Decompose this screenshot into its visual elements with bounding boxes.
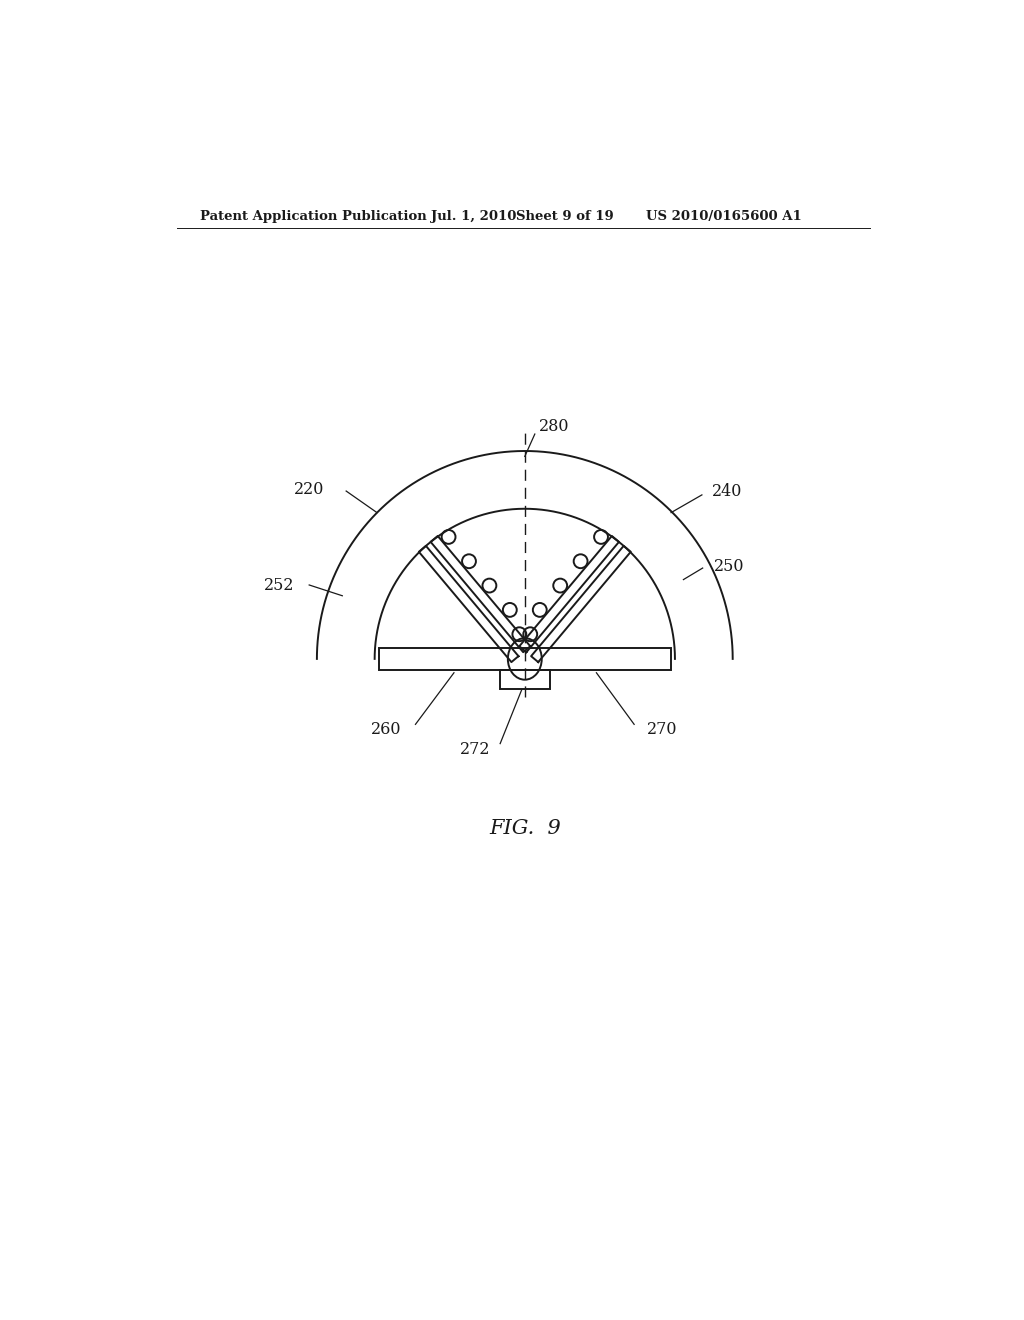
Text: 270: 270	[646, 721, 677, 738]
Bar	[500, 669, 550, 689]
Text: US 2010/0165600 A1: US 2010/0165600 A1	[646, 210, 802, 223]
Text: 272: 272	[460, 742, 490, 758]
Text: Patent Application Publication: Patent Application Publication	[200, 210, 427, 223]
Text: Sheet 9 of 19: Sheet 9 of 19	[515, 210, 613, 223]
Text: 240: 240	[712, 483, 742, 499]
Text: 260: 260	[371, 721, 401, 738]
Bar	[379, 648, 671, 669]
Text: 220: 220	[294, 480, 325, 498]
Text: FIG.  9: FIG. 9	[488, 818, 561, 838]
Text: 250: 250	[714, 558, 744, 576]
Text: 252: 252	[264, 577, 295, 594]
Text: 280: 280	[539, 418, 569, 434]
Text: Jul. 1, 2010: Jul. 1, 2010	[431, 210, 516, 223]
